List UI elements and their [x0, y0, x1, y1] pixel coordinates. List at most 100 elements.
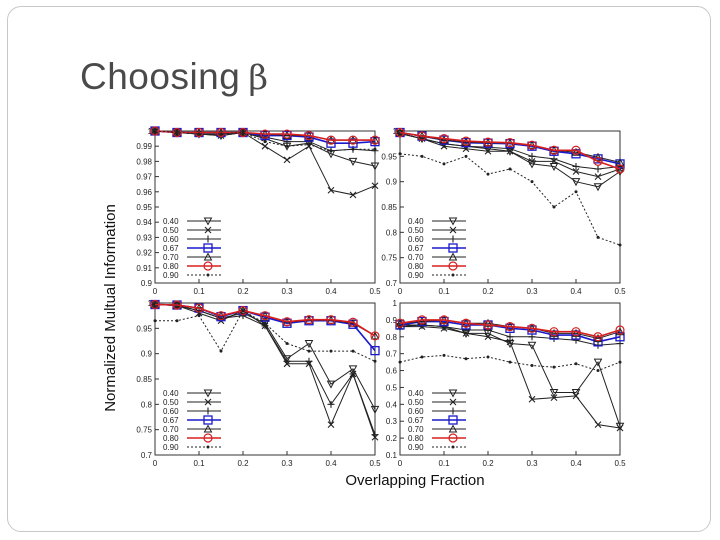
data-point: [486, 355, 490, 359]
data-point: [327, 400, 335, 408]
data-point: [420, 355, 424, 359]
x-tick-label: 0.3: [281, 459, 293, 468]
x-tick-label: 0.1: [193, 287, 205, 296]
data-point: [285, 342, 289, 346]
data-point: [571, 145, 581, 155]
data-point: [219, 349, 223, 353]
data-point: [304, 315, 314, 325]
data-point: [348, 365, 358, 374]
data-point: [371, 431, 379, 439]
y-axis-label: Normalized Multual Information: [102, 204, 119, 412]
data-point: [594, 173, 602, 180]
series-0.90: [398, 353, 622, 373]
data-point: [574, 190, 578, 194]
data-point: [417, 317, 427, 326]
y-tick-label: 0.8: [386, 333, 398, 342]
y-tick-label: 1: [393, 299, 398, 308]
series-line: [399, 320, 621, 343]
data-point: [194, 303, 204, 313]
data-point: [572, 162, 580, 170]
y-tick-label: 0.1: [386, 451, 398, 460]
data-point: [508, 167, 512, 171]
legend-marker: [448, 217, 458, 226]
data-point: [395, 127, 405, 138]
data-point: [615, 332, 625, 342]
x-tick-label: 0.1: [438, 459, 450, 468]
legend-marker: [448, 261, 458, 271]
data-point: [305, 142, 313, 150]
legend-marker: [203, 424, 213, 433]
legend-marker: [203, 433, 213, 443]
data-point: [263, 140, 267, 144]
data-point: [552, 365, 556, 369]
data-point: [461, 318, 471, 328]
x-tick-label: 0: [398, 459, 403, 468]
data-point: [594, 165, 602, 173]
series-0.90: [398, 152, 622, 247]
y-tick-label: 0.97: [136, 173, 152, 182]
data-point: [616, 424, 624, 432]
data-point: [571, 178, 581, 187]
x-tick-label: 0.2: [237, 459, 249, 468]
y-tick-label: 0.98: [136, 157, 152, 166]
panel-bottom-right: 0.10.20.30.40.50.60.70.80.910 0.1 0.2 0.3 0.…: [386, 299, 626, 468]
legend-label: 0.80: [408, 262, 424, 271]
legend-label: 0.67: [408, 416, 424, 425]
x-tick-label: 0.4: [325, 459, 337, 468]
y-tick-label: 0.8: [386, 228, 398, 237]
series-line: [154, 130, 375, 152]
x-tick-label: 0.4: [325, 287, 337, 296]
data-point: [593, 183, 603, 192]
x-tick-label: 0.5: [614, 459, 626, 468]
y-tick-label: 0.99: [136, 142, 152, 151]
x-tick-label: 0: [153, 287, 158, 296]
y-tick-label: 0.92: [136, 249, 152, 258]
legend-marker: [204, 235, 212, 243]
x-tick-label: 0.1: [438, 287, 450, 296]
legend-label: 0.60: [408, 407, 424, 416]
data-point: [283, 156, 291, 164]
legend-label: 0.70: [163, 425, 179, 434]
legend-marker: [448, 252, 458, 261]
data-point: [197, 132, 201, 136]
data-point: [150, 299, 160, 310]
panel-top-left: 0.9 0.91 0.92 0.93 0.94 0.95 0.96 0.97 0.98 0.99 1…: [136, 126, 381, 296]
data-point: [483, 137, 493, 147]
data-point: [420, 154, 424, 158]
legend-label: 0.60: [163, 235, 179, 244]
panel-top-right: 0.7 0.75 0.8 0.85 0.9 0.95 1 0 0.1 0.2 0.3 0.4 0.5 0.…: [381, 127, 626, 296]
series-0.80: [395, 127, 625, 174]
data-point: [528, 395, 536, 403]
legend-marker: [204, 226, 212, 234]
legend-label: 0.40: [408, 217, 424, 226]
data-point: [175, 131, 179, 135]
data-point: [373, 147, 377, 151]
data-point: [351, 349, 355, 353]
series-0.90: [153, 309, 377, 363]
beta-symbol: β: [248, 58, 269, 98]
series-line: [399, 354, 621, 372]
slide-frame: [7, 6, 711, 532]
legend-label: 0.50: [408, 398, 424, 407]
data-point: [153, 129, 157, 133]
legend-marker: [206, 445, 210, 449]
legend-marker: [206, 273, 210, 277]
data-point: [508, 360, 512, 364]
x-axis-label: Overlapping Fraction: [345, 472, 484, 489]
legend-marker: [449, 398, 457, 406]
data-point: [327, 186, 335, 194]
data-point: [615, 164, 625, 174]
data-point: [304, 340, 314, 349]
data-point: [370, 135, 380, 145]
y-tick-label: 0.6: [386, 367, 398, 376]
data-point: [527, 341, 537, 350]
data-point: [549, 162, 559, 172]
data-point: [506, 333, 514, 341]
legend-label: 0.80: [408, 434, 424, 443]
y-tick-label: 0.9: [141, 350, 153, 359]
legend-label: 0.80: [163, 434, 179, 443]
data-point: [464, 357, 468, 361]
data-point: [528, 152, 536, 160]
legend-label: 0.50: [163, 226, 179, 235]
data-point: [370, 162, 380, 171]
